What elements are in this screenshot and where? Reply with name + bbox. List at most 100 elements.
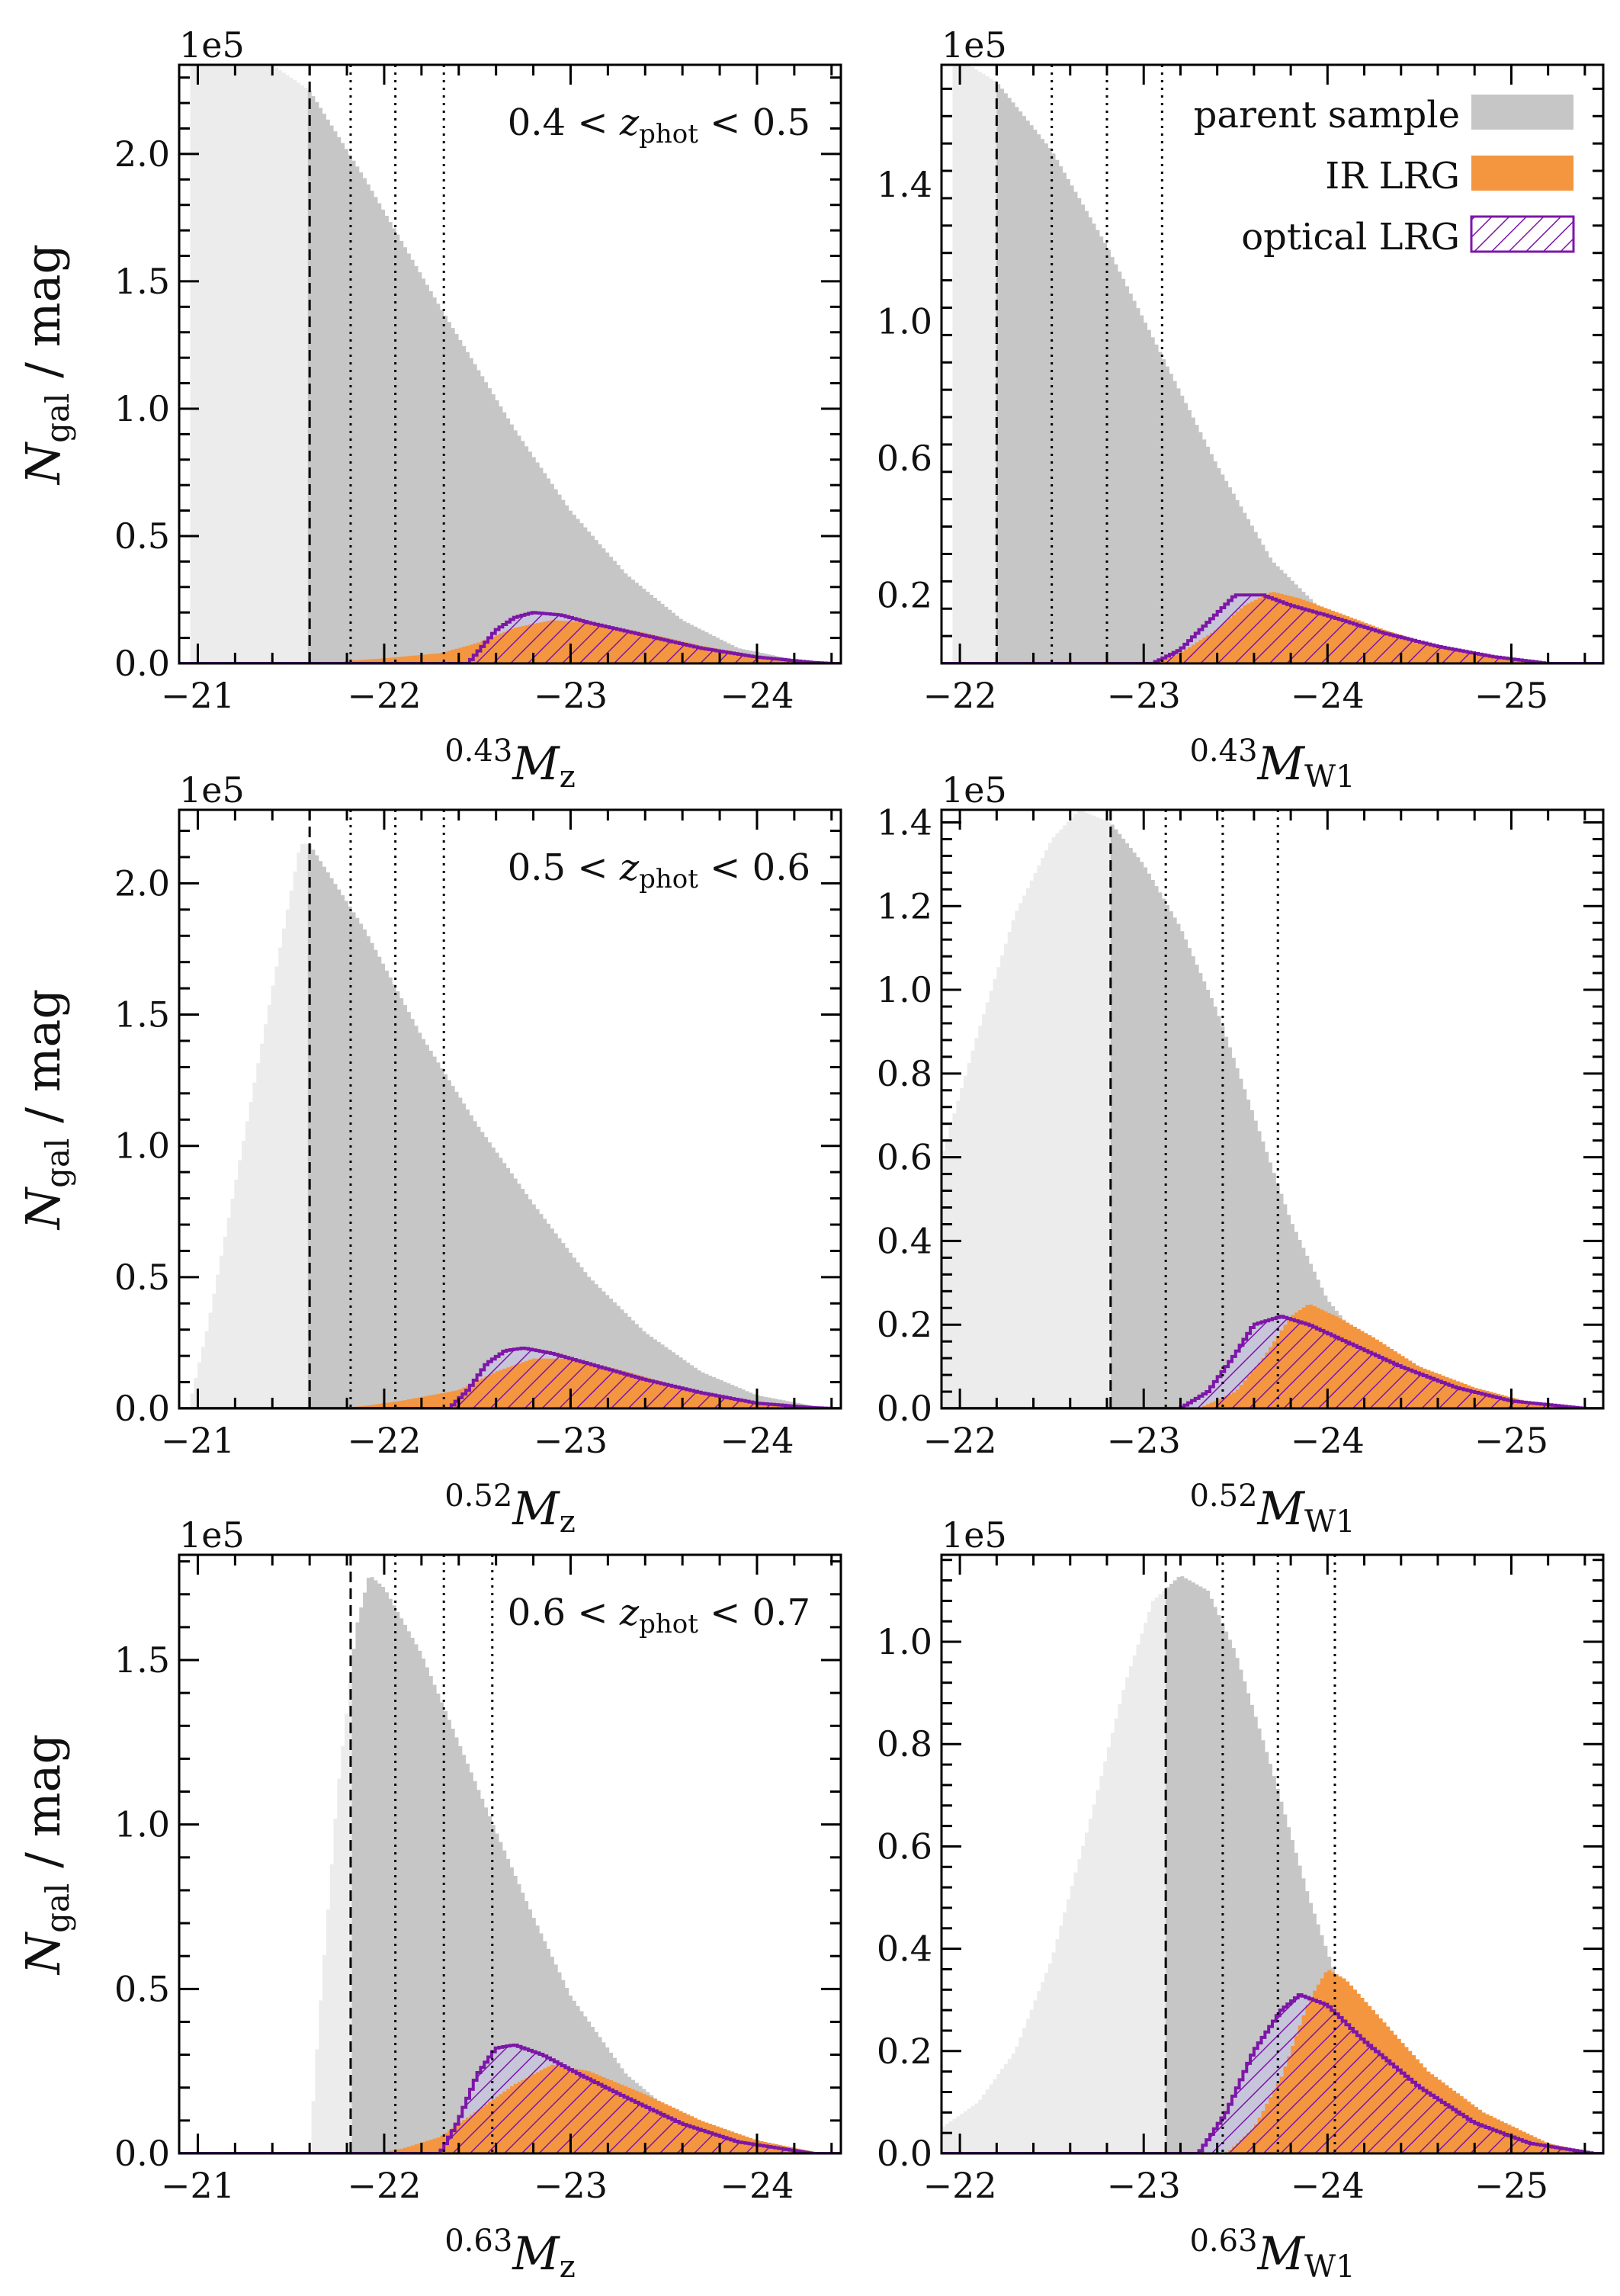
parent-sample-cut <box>996 84 1603 663</box>
y-tick-label: 0.8 <box>877 1053 932 1094</box>
panel-z-06-07: −21 −22 −23 −24 0.0 0.5 1.0 1.5 1e5 0.63Mz Ngal / … <box>15 1514 842 2285</box>
x-axis-label: 0.43Mz <box>444 734 576 795</box>
y-tick-label: 0.2 <box>877 2031 932 2072</box>
y-tick-label: 0.2 <box>877 1304 932 1345</box>
optical-lrg-hatch <box>942 1995 1603 2153</box>
redshift-annotation: 0.6 < zphot < 0.7 <box>508 1591 810 1639</box>
x-axis-label: 0.63Mz <box>444 2224 576 2285</box>
y-tick-label: 0.0 <box>114 1388 170 1429</box>
optical-lrg-hatch <box>179 2045 841 2153</box>
plot-area <box>942 810 1603 1408</box>
y-tick-label: 0.2 <box>877 574 932 615</box>
x-tick-label: −22 <box>923 2165 997 2206</box>
x-tick-label: −25 <box>1474 1420 1548 1461</box>
x-tick-label: −23 <box>534 1420 608 1461</box>
y-tick-label: 1.5 <box>114 994 170 1036</box>
parent-sample-cut <box>307 90 841 663</box>
y-tick-label: 1.4 <box>877 801 932 843</box>
plot-area <box>179 1555 841 2153</box>
x-tick-label: −22 <box>347 675 421 716</box>
y-tick-label: 0.4 <box>877 1928 932 1970</box>
optical-lrg-outline <box>179 2044 841 2153</box>
redshift-annotation: 0.4 < zphot < 0.5 <box>508 101 810 149</box>
x-axis-label: 0.63MW1 <box>1189 2224 1355 2285</box>
y-axis-label: Ngal / mag <box>15 989 76 1231</box>
x-tick-label: −24 <box>1291 675 1365 716</box>
optical-lrg-outline <box>179 1347 841 1408</box>
plot-area <box>179 65 841 663</box>
x-tick-label: −24 <box>1291 2165 1365 2206</box>
x-axis-label: 0.52Mz <box>444 1479 576 1540</box>
y-scale-label: 1e5 <box>179 769 245 811</box>
x-axis-label: 0.52MW1 <box>1189 1479 1355 1540</box>
x-tick-label: −21 <box>161 2165 235 2206</box>
optical-lrg-outline <box>942 1315 1603 1408</box>
optical-lrg-hatch <box>942 1316 1603 1408</box>
x-tick-label: −23 <box>1107 1420 1181 1461</box>
parent-sample-cut <box>351 1577 841 2153</box>
parent-sample-cut <box>307 843 841 1408</box>
optical-lrg-hatch <box>179 1348 841 1408</box>
axes-frame <box>940 808 1605 1410</box>
x-tick-label: −22 <box>923 1420 997 1461</box>
y-axis-label: Ngal / mag <box>15 244 76 486</box>
y-scale-label: 1e5 <box>942 769 1007 811</box>
legend-parent-swatch <box>1471 95 1573 130</box>
y-tick-label: 0.5 <box>114 515 170 557</box>
redshift-annotation: 0.5 < zphot < 0.6 <box>508 846 810 894</box>
y-tick-label: 1.0 <box>877 1621 932 1662</box>
x-tick-label: −24 <box>720 2165 794 2206</box>
y-scale-label: 1e5 <box>179 24 245 66</box>
plot-area <box>942 1555 1603 2153</box>
parent-sample-all <box>942 810 1603 1408</box>
y-tick-label: 1.5 <box>114 1639 170 1681</box>
x-tick-label: −23 <box>1107 675 1181 716</box>
y-tick-label: 0.5 <box>114 1257 170 1298</box>
y-tick-label: 0.6 <box>877 1826 932 1867</box>
legend-optical-swatch <box>1470 215 1575 253</box>
y-tick-label: 0.0 <box>114 2133 170 2174</box>
axes-frame <box>940 1553 1605 2155</box>
x-axis-label: 0.43MW1 <box>1189 734 1355 795</box>
x-tick-label: −23 <box>1107 2165 1181 2206</box>
y-tick-label: 0.4 <box>877 1220 932 1261</box>
legend-optical-label: optical LRG <box>1241 216 1460 259</box>
x-tick-label: −25 <box>1474 675 1548 716</box>
legend-ir-swatch <box>1471 156 1573 191</box>
x-tick-label: −21 <box>161 1420 235 1461</box>
y-axis-label: Ngal / mag <box>15 1734 76 1976</box>
y-tick-label: 1.0 <box>114 1804 170 1845</box>
axes-frame <box>940 63 1605 665</box>
y-tick-label: 1.0 <box>114 1126 170 1167</box>
axes-frame <box>178 63 842 665</box>
x-tick-label: −21 <box>161 675 235 716</box>
x-tick-label: −22 <box>347 2165 421 2206</box>
y-scale-label: 1e5 <box>942 24 1007 66</box>
y-tick-label: 0.6 <box>877 438 932 479</box>
y-tick-label: 1.0 <box>877 969 932 1010</box>
y-tick-label: 0.0 <box>877 2133 932 2174</box>
y-scale-label: 1e5 <box>942 1514 1007 1556</box>
legend-parent-label: parent sample <box>1194 94 1460 136</box>
y-tick-label: 1.0 <box>114 388 170 429</box>
optical-lrg-hatch <box>179 612 841 663</box>
y-tick-label: 2.0 <box>114 133 170 175</box>
x-tick-label: −24 <box>1291 1420 1365 1461</box>
y-scale-label: 1e5 <box>179 1514 245 1556</box>
plot-area <box>942 65 1603 663</box>
parent-sample-cut <box>1166 1576 1603 2153</box>
legend: parent sample IR LRG optical LRG <box>1194 94 1575 259</box>
legend-ir-label: IR LRG <box>1325 155 1460 197</box>
y-tick-label: 0.6 <box>877 1137 932 1178</box>
x-tick-label: −22 <box>923 675 997 716</box>
y-tick-label: 1.2 <box>877 885 932 926</box>
panel-z-04-05: −21 −22 −23 −24 0.0 0.5 1.0 1.5 2.0 1e5 0.43Mz Ngal… <box>15 24 842 795</box>
x-tick-label: −25 <box>1474 2165 1548 2206</box>
y-tick-label: 1.0 <box>877 300 932 342</box>
x-tick-label: −24 <box>720 1420 794 1461</box>
y-tick-label: 2.0 <box>114 862 170 904</box>
x-tick-label: −22 <box>347 1420 421 1461</box>
x-tick-label: −23 <box>534 2165 608 2206</box>
